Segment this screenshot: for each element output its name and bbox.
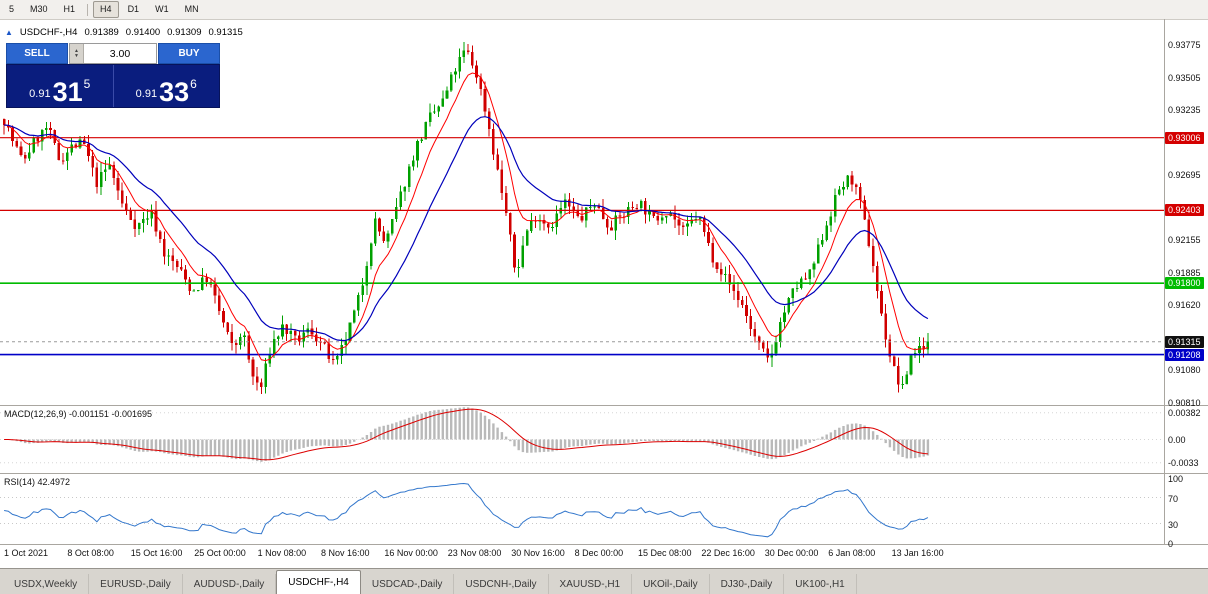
timeframe-toolbar: 5 M30 H1 H4 D1 W1 MN (0, 0, 1208, 20)
price-badge-0.93006: 0.93006 (1165, 131, 1204, 144)
chart-tab-bar: USDX,Weekly EURUSD-,Daily AUDUSD-,Daily USD… (0, 568, 1208, 594)
price-badge-0.92403: 0.92403 (1165, 204, 1204, 217)
price-axis-border (1164, 19, 1165, 545)
time-axis-label: 30 Nov 16:00 (511, 548, 565, 558)
volume-spinner[interactable]: ▲ ▼ (70, 44, 84, 63)
time-axis-label: 8 Nov 16:00 (321, 548, 370, 558)
rsi-axis-label: 70 (1168, 493, 1179, 504)
pane-separator (0, 544, 1208, 545)
chart-tab-uk100-h1[interactable]: UK100-,H1 (784, 574, 857, 594)
chart-tab-usdcad-daily[interactable]: USDCAD-,Daily (361, 574, 455, 594)
macd-axis-label: -0.0033 (1168, 457, 1199, 468)
price-axis-label: 0.91885 (1168, 267, 1201, 278)
rsi-indicator-pane[interactable] (0, 474, 1164, 544)
price-axis-label: 0.92695 (1168, 170, 1201, 181)
buy-price-display[interactable]: 0.91 33 6 (112, 65, 220, 107)
macd-axis-label: 0.00382 (1168, 407, 1201, 418)
chart-tab-usdcnh-daily[interactable]: USDCNH-,Daily (454, 574, 549, 594)
price-badge-0.91208: 0.91208 (1165, 348, 1204, 361)
price-axis-label: 0.93775 (1168, 39, 1201, 50)
timeframe-d1[interactable]: D1 (121, 1, 147, 18)
macd-value-signal: -0.001695 (111, 409, 152, 419)
sell-button[interactable]: SELL (6, 43, 68, 64)
volume-field[interactable]: ▲ ▼ 3.00 (69, 43, 157, 64)
timeframe-h1[interactable]: H1 (57, 1, 83, 18)
ohlc-low: 0.91309 (167, 27, 202, 38)
pane-separator (0, 473, 1208, 474)
pane-separator (0, 405, 1208, 406)
price-axis-label: 0.93505 (1168, 72, 1201, 83)
ma-slow-line (4, 116, 929, 342)
chart-tab-usdx-weekly[interactable]: USDX,Weekly (3, 574, 90, 594)
spin-down-icon[interactable]: ▼ (74, 52, 79, 59)
chart-tab-usdchf-h4[interactable]: USDCHF-,H4 (276, 570, 361, 594)
macd-name: MACD(12,26,9) (4, 409, 67, 419)
symbol-title: USDCHF-,H4 (19, 27, 78, 38)
ohlc-close: 0.91315 (208, 27, 243, 38)
time-axis-label: 8 Oct 08:00 (67, 548, 114, 558)
timeframe-mn[interactable]: MN (178, 1, 206, 18)
time-axis-label: 15 Dec 08:00 (638, 548, 692, 558)
timeframe-w1[interactable]: W1 (148, 1, 176, 18)
rsi-value: 42.4972 (37, 477, 71, 487)
toolbar-separator (87, 3, 89, 16)
buy-price-pip: 6 (190, 77, 197, 91)
ohlc-open: 0.91389 (84, 27, 119, 38)
price-badge-0.91800: 0.91800 (1165, 277, 1204, 290)
time-axis-label: 1 Nov 08:00 (257, 548, 307, 558)
ma-fast-line (4, 72, 929, 362)
rsi-axis-label: 30 (1168, 519, 1179, 530)
price-chart[interactable] (0, 19, 1164, 405)
buy-price-big-digits: 33 (159, 77, 190, 107)
rsi-name: RSI(14) (4, 477, 36, 487)
symbol-arrow-icon: ▲ (5, 28, 13, 37)
time-axis: 1 Oct 2021 8 Oct 08:00 15 Oct 16:00 25 Oct … (0, 545, 1164, 568)
sell-price-big-digits: 31 (52, 77, 83, 107)
sell-price-prefix: 0.91 (29, 88, 51, 100)
time-axis-label: 30 Dec 00:00 (764, 548, 819, 558)
price-badge-0.91315: 0.91315 (1165, 335, 1204, 348)
rsi-axis-label: 100 (1168, 474, 1184, 484)
timeframe-m30[interactable]: M30 (23, 1, 55, 18)
buy-button[interactable]: BUY (158, 43, 220, 64)
time-axis-label: 6 Jan 08:00 (828, 548, 876, 558)
buy-price-prefix: 0.91 (135, 88, 158, 100)
time-axis-label: 1 Oct 2021 (4, 548, 49, 558)
time-axis-label: 16 Nov 00:00 (384, 548, 438, 558)
spin-up-icon[interactable]: ▲ (74, 47, 79, 54)
time-axis-label: 23 Nov 08:00 (447, 548, 502, 558)
chart-tab-dj30-daily[interactable]: DJ30-,Daily (710, 574, 785, 594)
one-click-trading-panel: SELL ▲ ▼ 3.00 BUY 0.91 31 5 0.91 33 6 (6, 43, 220, 108)
timeframe-5[interactable]: 5 (2, 1, 21, 18)
price-axis-label: 0.93235 (1168, 105, 1201, 116)
chart-tab-ukoil-daily[interactable]: UKOil-,Daily (632, 574, 710, 594)
price-axis-label: 0.90810 (1168, 397, 1201, 408)
macd-axis-label: 0.00 (1168, 434, 1186, 445)
sell-price-display[interactable]: 0.91 31 5 (7, 65, 113, 107)
macd-signal-line (4, 408, 928, 461)
price-axis-label: 0.91080 (1168, 365, 1201, 376)
price-axis-label: 0.91620 (1168, 299, 1201, 310)
price-axis-label: 0.92155 (1168, 235, 1201, 246)
symbol-header: ▲ USDCHF-,H4 0.91389 0.91400 0.91309 0.9… (5, 27, 243, 38)
rsi-line (4, 482, 929, 538)
chart-tab-audusd-daily[interactable]: AUDUSD-,Daily (183, 574, 277, 594)
sell-price-pip: 5 (83, 77, 91, 91)
macd-label: MACD(12,26,9) -0.001151 -0.001695 (4, 409, 152, 419)
macd-indicator-pane[interactable] (0, 406, 1164, 473)
time-axis-label: 13 Jan 16:00 (891, 548, 944, 558)
chart-tab-xauusd-h1[interactable]: XAUUSD-,H1 (549, 574, 633, 594)
rsi-axis-label: 0 (1168, 539, 1174, 549)
time-axis-label: 8 Dec 00:00 (574, 548, 624, 558)
macd-histogram (7, 407, 930, 462)
volume-value[interactable]: 3.00 (109, 47, 131, 60)
rsi-label: RSI(14) 42.4972 (4, 477, 70, 487)
macd-value-main: -0.001151 (69, 409, 109, 419)
ohlc-high: 0.91400 (125, 27, 161, 38)
chart-tab-eurusd-daily[interactable]: EURUSD-,Daily (89, 574, 183, 594)
time-axis-label: 25 Oct 00:00 (194, 548, 246, 558)
time-axis-label: 22 Dec 16:00 (701, 548, 755, 558)
timeframe-h4[interactable]: H4 (93, 1, 119, 18)
time-axis-label: 15 Oct 16:00 (130, 548, 183, 558)
